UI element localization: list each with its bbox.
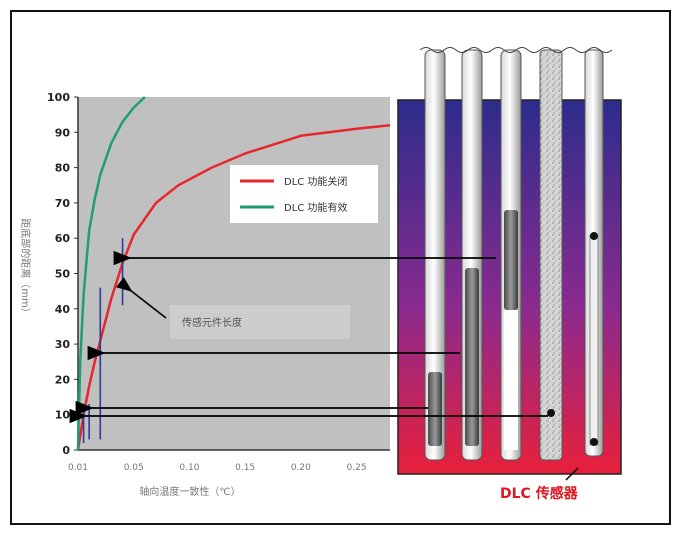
connector-arrows [69, 250, 548, 424]
y-tick-label: 10 [55, 409, 71, 422]
sensing-element [465, 268, 479, 446]
y-tick-label: 90 [55, 126, 71, 139]
tank-illustration [397, 47, 622, 475]
sensing-element [504, 210, 518, 310]
y-tick-label: 40 [55, 303, 71, 316]
series-line-1 [76, 96, 146, 451]
y-axis-label: 距底部的距离（mm） [19, 218, 32, 317]
x-axis-label: 轴向温度一致性（℃） [139, 485, 240, 498]
x-tick-label: 0.10 [179, 463, 199, 473]
y-tick-label: 100 [47, 91, 70, 104]
sensor-point [590, 438, 598, 446]
annotation-sensor-length: 传感元件长度 [115, 277, 350, 339]
legend: DLC 功能关闭 DLC 功能有效 [230, 165, 378, 223]
sensing-element [428, 372, 442, 446]
plot-area [78, 97, 390, 450]
sensor-point [547, 409, 555, 417]
y-tick-label: 50 [55, 268, 71, 281]
x-tick-label: 0.25 [347, 463, 367, 473]
probe-tube-3 [500, 49, 522, 461]
sensor-pointer [565, 467, 579, 481]
y-tick-label: 20 [55, 373, 71, 386]
series-layer [76, 96, 391, 451]
legend-label-off: DLC 功能关闭 [284, 175, 347, 188]
tube-fill [504, 310, 518, 450]
inner-rod [589, 234, 599, 446]
tube-body [424, 49, 446, 461]
y-tick-label: 80 [55, 162, 71, 175]
x-tick-label: 0.20 [291, 463, 311, 473]
legend-box [230, 165, 378, 223]
x-tick-label: 0.15 [235, 463, 255, 473]
sensor-point [590, 232, 598, 240]
probe-tube-4 [539, 49, 563, 461]
probe-tube-5 [584, 49, 604, 457]
series-line-0 [76, 123, 391, 451]
tick-labels: 0 10 20 30 40 50 60 70 80 90 100 0.01 0.05 0.10 0.15 0.… [47, 91, 367, 473]
annotation-arrow [115, 277, 167, 319]
y-tick-label: 60 [55, 232, 71, 245]
probe-tube-1 [424, 49, 446, 461]
tube-body [539, 49, 563, 461]
break-marks [419, 47, 613, 53]
legend-label-on: DLC 功能有效 [284, 201, 347, 214]
x-tick-label: 0.01 [68, 463, 88, 473]
x-tick-label: 0.05 [124, 463, 144, 473]
annotation-box [170, 305, 350, 339]
annotation-text: 传感元件长度 [182, 316, 242, 329]
sensor-label: DLC 传感器 [500, 485, 579, 502]
y-tick-label: 70 [55, 197, 71, 210]
y-tick-label: 30 [55, 338, 71, 351]
probe-tube-2 [461, 49, 483, 461]
y-tick-label: 0 [62, 444, 70, 457]
